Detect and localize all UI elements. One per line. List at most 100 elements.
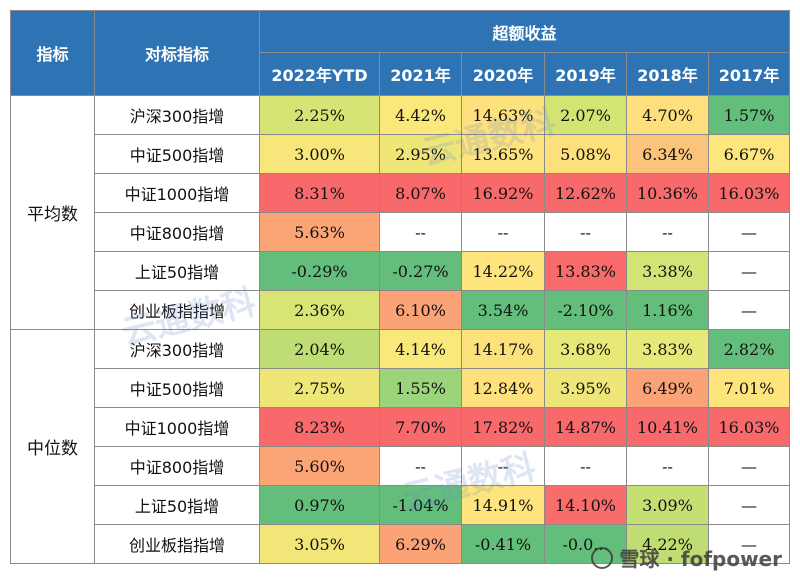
benchmark-name: 中证500指增 — [94, 368, 260, 408]
value-cell: 2.25% — [259, 95, 380, 135]
header-excess-return: 超额收益 — [259, 10, 790, 53]
benchmark-name: 中证500指增 — [94, 134, 260, 174]
value-cell: 14.17% — [461, 329, 545, 369]
benchmark-name: 创业板指指增 — [94, 524, 260, 564]
value-cell: -- — [626, 446, 709, 486]
table-row: 中证500指增 2.75% 1.55% 12.84% 3.95% 6.49% 7.01% — [11, 368, 790, 408]
value-cell: 16.03% — [708, 407, 790, 447]
snowball-icon — [591, 547, 614, 569]
value-cell: — — [708, 212, 790, 252]
value-cell: -- — [544, 212, 627, 252]
benchmark-name: 中证800指增 — [94, 212, 260, 252]
value-cell: 14.22% — [461, 251, 545, 291]
value-cell: -2.10% — [544, 290, 627, 330]
value-cell: -0.41% — [461, 524, 545, 564]
value-cell: 2.04% — [259, 329, 380, 369]
value-cell: — — [708, 290, 790, 330]
excess-return-table: 指标 对标指标 超额收益 2022年YTD 2021年 2020年 2019年 … — [10, 10, 790, 564]
value-cell: 2.07% — [544, 95, 627, 135]
benchmark-name: 创业板指指增 — [94, 290, 260, 330]
value-cell: 7.01% — [708, 368, 790, 408]
benchmark-name: 上证50指增 — [94, 251, 260, 291]
group-label: 中位数 — [10, 329, 95, 564]
value-cell: 14.63% — [461, 95, 545, 135]
value-cell: -0.29% — [259, 251, 380, 291]
value-cell: 6.67% — [708, 134, 790, 174]
table-body: 平均数 沪深300指增 2.25% 4.42% 14.63% 2.07% 4.70% 1.57… — [10, 95, 790, 564]
header-year: 2022年YTD — [259, 52, 380, 96]
value-cell: 6.34% — [626, 134, 709, 174]
value-cell: 5.60% — [259, 446, 380, 486]
value-cell: 8.07% — [379, 173, 462, 213]
value-cell: -1.04% — [379, 485, 462, 525]
value-cell: 3.95% — [544, 368, 627, 408]
value-cell: 12.62% — [544, 173, 627, 213]
benchmark-name: 上证50指增 — [94, 485, 260, 525]
value-cell: 13.65% — [461, 134, 545, 174]
value-cell: 8.31% — [259, 173, 380, 213]
value-cell: 4.22% — [626, 524, 709, 564]
value-cell: — — [708, 446, 790, 486]
value-cell: 14.91% — [461, 485, 545, 525]
watermark-corner-text: 雪球 · fofpower — [619, 547, 782, 571]
value-cell: 8.23% — [259, 407, 380, 447]
header-year: 2020年 — [461, 52, 545, 96]
table-row: 创业板指指增 2.36% 6.10% 3.54% -2.10% 1.16% — — [11, 290, 790, 330]
value-cell: -0.27% — [379, 251, 462, 291]
table-row: 上证50指增 0.97% -1.04% 14.91% 14.10% 3.09% — — [11, 485, 790, 525]
value-cell: 2.95% — [379, 134, 462, 174]
value-cell: 12.84% — [461, 368, 545, 408]
value-cell: 6.49% — [626, 368, 709, 408]
value-cell: 6.29% — [379, 524, 462, 564]
benchmark-name: 中证1000指增 — [94, 407, 260, 447]
value-cell: — — [708, 251, 790, 291]
value-cell: 4.42% — [379, 95, 462, 135]
value-cell: 2.36% — [259, 290, 380, 330]
benchmark-name: 中证1000指增 — [94, 173, 260, 213]
value-cell: — — [708, 485, 790, 525]
header-indicator: 指标 — [10, 10, 95, 96]
value-cell: -- — [379, 446, 462, 486]
table-row: 中证1000指增 8.23% 7.70% 17.82% 14.87% 10.41% 16.0… — [11, 407, 790, 447]
header-benchmark: 对标指标 — [94, 10, 260, 96]
value-cell: 0.97% — [259, 485, 380, 525]
value-cell: 1.57% — [708, 95, 790, 135]
group-label: 平均数 — [10, 95, 95, 330]
value-cell: 3.38% — [626, 251, 709, 291]
value-cell: 5.63% — [259, 212, 380, 252]
value-cell: 1.55% — [379, 368, 462, 408]
value-cell: 13.83% — [544, 251, 627, 291]
value-cell: 1.16% — [626, 290, 709, 330]
value-cell: 4.70% — [626, 95, 709, 135]
table-row: 中位数 沪深300指增 2.04% 4.14% 14.17% 3.68% 3.83% 2.82… — [10, 329, 790, 564]
table-row: 创业板指指增 3.05% 6.29% -0.41% -0.0... 4.22% — — [11, 524, 790, 564]
value-cell: -- — [461, 212, 545, 252]
value-cell: 2.82% — [708, 329, 790, 369]
header-year: 2019年 — [544, 52, 627, 96]
value-cell: 3.83% — [626, 329, 709, 369]
header-year: 2021年 — [379, 52, 462, 96]
value-cell: -0.0... — [544, 524, 627, 564]
value-cell: -- — [626, 212, 709, 252]
value-cell: 14.10% — [544, 485, 627, 525]
value-cell: 3.54% — [461, 290, 545, 330]
value-cell: 3.09% — [626, 485, 709, 525]
value-cell: 10.41% — [626, 407, 709, 447]
value-cell: 7.70% — [379, 407, 462, 447]
watermark-corner: 雪球 · fofpower — [591, 543, 782, 572]
table-row: 中证1000指增 8.31% 8.07% 16.92% 12.62% 10.36% 16.0… — [11, 173, 790, 213]
table-row: 上证50指增 -0.29% -0.27% 14.22% 13.83% 3.38% — — [11, 251, 790, 291]
value-cell: 17.82% — [461, 407, 545, 447]
value-cell: 6.10% — [379, 290, 462, 330]
header-year: 2018年 — [626, 52, 709, 96]
table-row: 中证500指增 3.00% 2.95% 13.65% 5.08% 6.34% 6.67% — [11, 134, 790, 174]
value-cell: 3.00% — [259, 134, 380, 174]
value-cell: 16.03% — [708, 173, 790, 213]
value-cell: 10.36% — [626, 173, 709, 213]
value-cell: 14.87% — [544, 407, 627, 447]
value-cell: -- — [461, 446, 545, 486]
value-cell: 3.68% — [544, 329, 627, 369]
table-row: 中证800指增 5.60% -- -- -- -- — — [11, 446, 790, 486]
value-cell: 4.14% — [379, 329, 462, 369]
value-cell: 5.08% — [544, 134, 627, 174]
